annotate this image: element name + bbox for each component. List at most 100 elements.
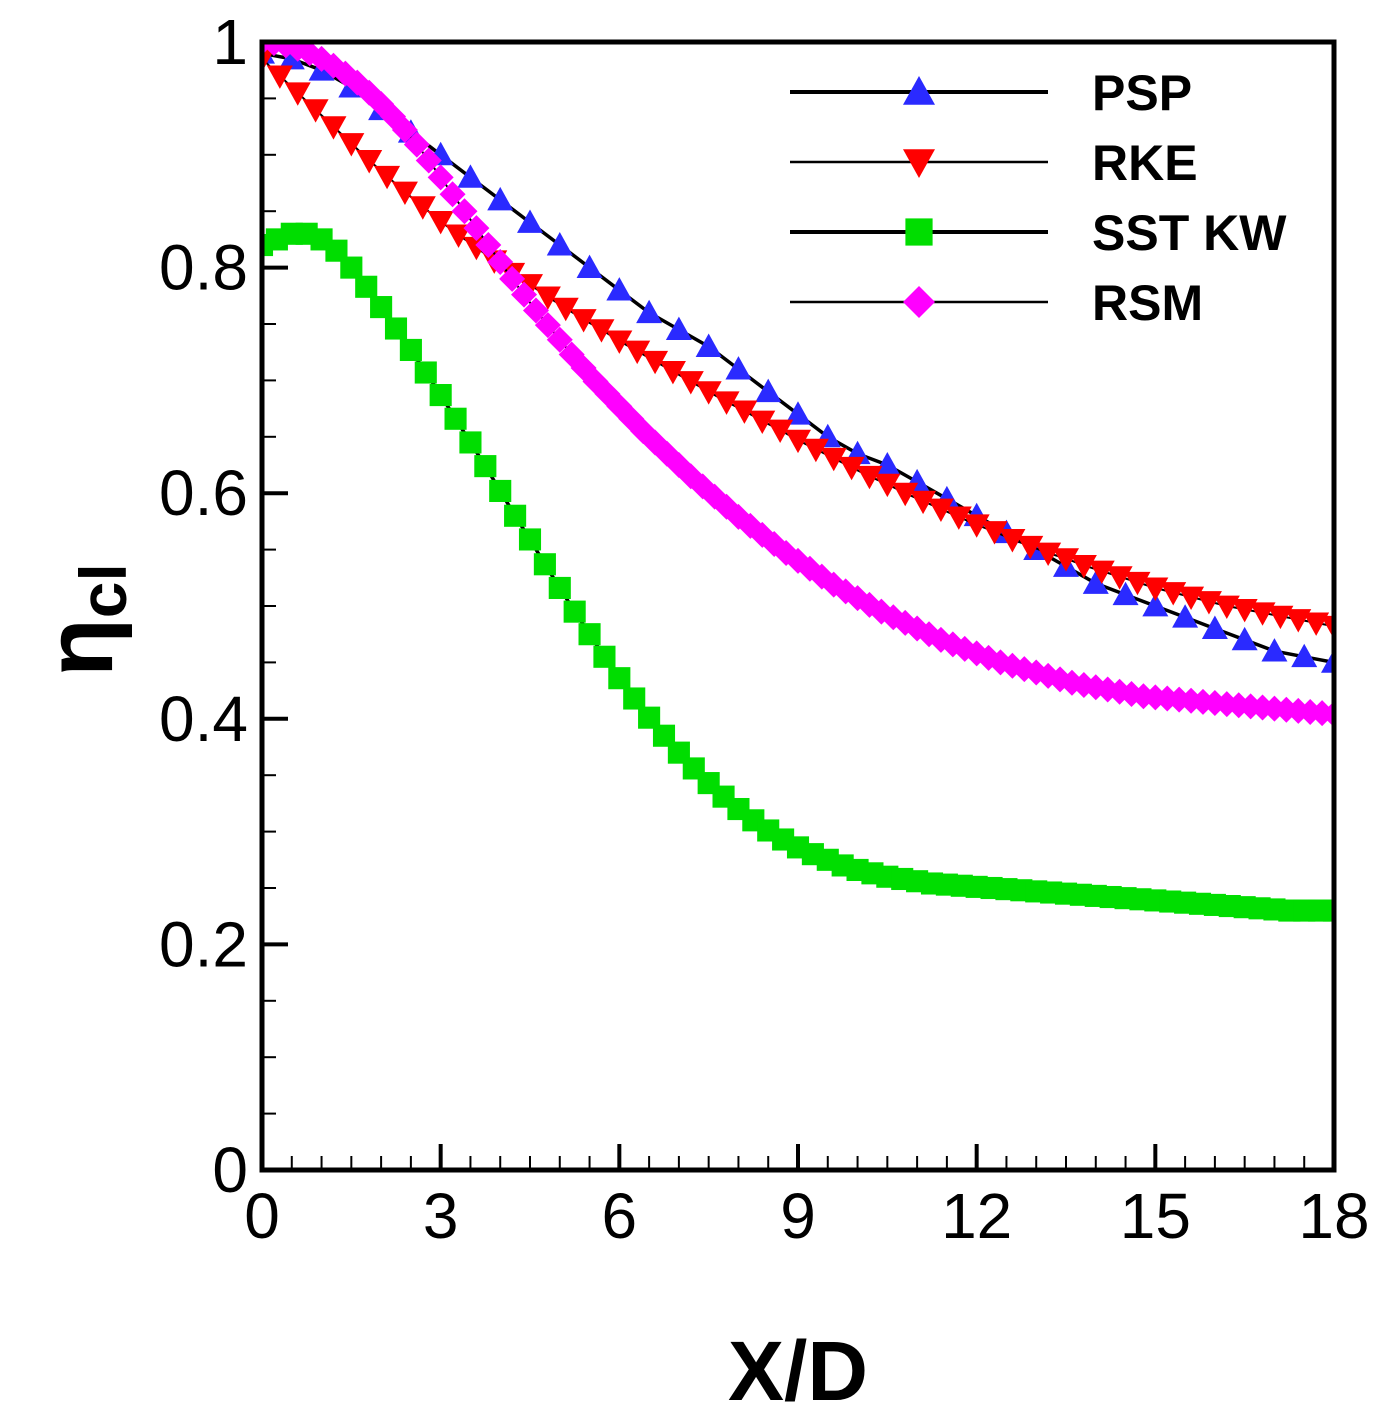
rke-point [588,319,615,343]
legend-item-rsm: RSM [790,275,1203,331]
psp-point [1231,626,1258,651]
psp-point [636,299,663,324]
x-tick-label: 12 [941,1180,1012,1252]
psp-point [1201,615,1228,639]
sst-kw-point [444,407,467,430]
sst-kw-point [489,479,512,502]
psp-point [546,232,573,256]
series-rsm [262,42,1334,728]
sst-kw-point [578,623,601,646]
rsm-point [511,281,538,308]
psp-point [576,254,603,278]
rsm-point [534,312,561,339]
psp-point [1321,649,1334,673]
rke-point [262,48,275,72]
rke-point [767,419,794,444]
rsm-point [391,116,418,143]
rsm-point [427,164,454,191]
legend-label: RKE [1092,135,1198,191]
rke-point [892,482,919,507]
rke-point [302,99,329,123]
psp-point [785,401,811,425]
psp-point [487,186,514,211]
rke-point [534,286,561,310]
legend-label: RSM [1092,275,1203,331]
psp-point [606,277,633,301]
psp-point [457,164,484,188]
x-tick-label: 18 [1298,1180,1369,1252]
rsm-point [296,42,323,67]
rsm-point [487,248,514,275]
rke-point [552,297,579,322]
sst-kw-point [429,384,452,407]
psp-point [1082,570,1109,594]
rsm-point [713,493,740,520]
rke-point [338,133,365,157]
legend-marker [903,76,935,105]
x-tick-label: 0 [244,1180,280,1252]
rke-point [391,181,418,206]
rsm-point [415,147,442,174]
psp-point [755,378,782,403]
rke-point [963,514,990,538]
psp-point [517,209,543,233]
sst-kw-point [474,455,497,478]
sst-kw-point [623,687,646,710]
sst-kw-point [370,296,393,319]
rke-point [981,521,1008,545]
rke-point [910,490,937,515]
legend-label: SST KW [1092,205,1287,261]
plot-frame [259,39,1337,1173]
sst-kw-point [414,361,437,384]
sst-kw-point [384,317,408,340]
sst-kw-point [399,338,422,361]
sst-kw-point [355,275,378,298]
sst-kw-point [340,256,363,279]
rsm-point [475,232,502,259]
rsm-point [439,181,466,208]
x-tick-label: 3 [423,1180,459,1252]
psp-point [278,45,305,70]
legend: PSP RKE SST KW RSM [790,65,1287,331]
rke-point [677,371,704,395]
legend-label: PSP [1092,65,1192,121]
psp-point [1142,593,1169,617]
sst-kw-point [638,706,661,729]
sst-kw-point [459,431,482,454]
x-axis-title: X/D [728,1324,868,1418]
rsm-point [546,326,573,353]
rke-point [838,456,865,481]
rke-point [749,410,776,435]
rke-point [785,429,811,454]
legend-item-rke: RKE [790,135,1198,191]
rke-point [731,400,758,424]
rke-point [945,506,972,530]
x-tick-label: 15 [1120,1180,1191,1252]
rke-point [820,447,847,472]
psp-point [725,356,752,380]
sst-kw-point [652,724,676,747]
rsm-point [451,198,478,225]
sst-kw-point [593,645,616,668]
rke-point [642,350,669,375]
series-rke [262,48,1334,640]
rke-point [659,360,686,385]
y-tick-label: 0.4 [159,683,248,755]
rsm-point [1321,701,1334,728]
rke-point [409,196,436,220]
sst-kw-point [504,504,527,527]
x-tick-label: 6 [602,1180,638,1252]
psp-point [1291,643,1318,668]
sst-kw-point [563,600,586,623]
rke-point [1053,548,1079,572]
rke-point [624,340,651,365]
y-tick-label: 0 [212,1134,248,1206]
legend-item-psp: PSP [790,65,1192,121]
rke-point [606,330,633,354]
rke-point [374,165,401,190]
psp-point [1261,638,1288,662]
legend-marker [903,149,935,178]
rke-point [927,498,954,522]
y-axis-title-sub: cl [66,563,140,618]
